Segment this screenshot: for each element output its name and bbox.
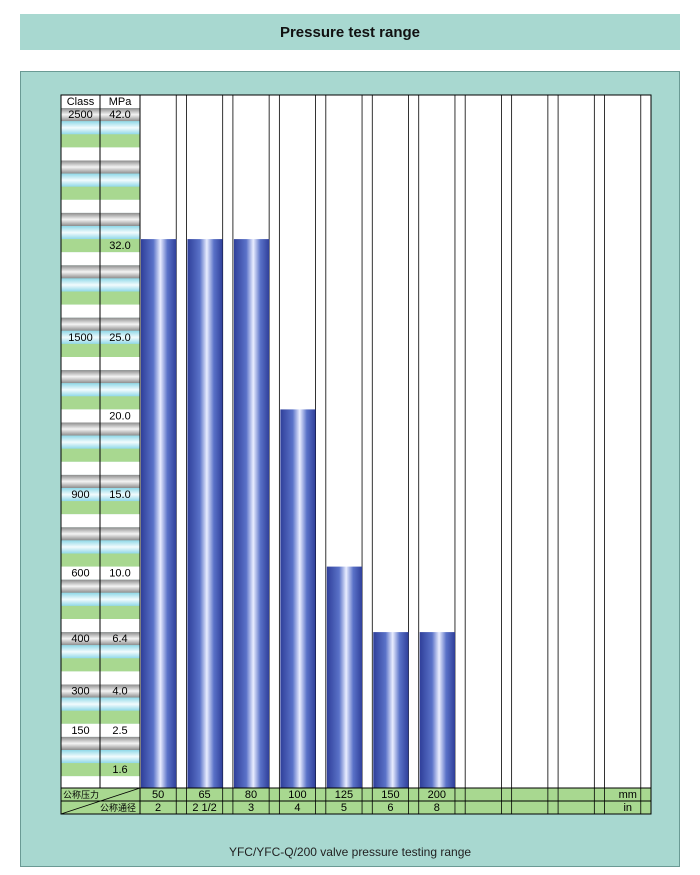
unit-mm: mm	[619, 789, 637, 801]
x-tick-in: 4	[294, 802, 300, 814]
y-tick-class: 150	[71, 725, 89, 737]
y-tick-class: 900	[71, 489, 89, 501]
y-tick-mpa: 32.0	[109, 240, 130, 252]
row-label-pressure: 公称压力	[63, 789, 99, 800]
y-tick-mpa: 6.4	[112, 633, 127, 645]
x-tick-mm: 150	[381, 789, 399, 801]
axis-stripes	[60, 94, 141, 790]
y-tick-class: 1500	[68, 332, 92, 344]
y-tick-mpa: 20.0	[109, 411, 130, 423]
x-tick-mm: 50	[152, 789, 164, 801]
bar	[419, 632, 455, 788]
bar	[233, 239, 270, 789]
y-tick-mpa: 42.0	[109, 109, 130, 121]
y-tick-class: 300	[71, 686, 89, 698]
y-header-unit: MPa	[109, 96, 133, 108]
bar	[141, 239, 177, 789]
x-tick-in: 3	[248, 802, 254, 814]
x-tick-mm: 125	[335, 789, 353, 801]
bar	[187, 239, 223, 789]
row-label-diameter: 公称通径	[100, 802, 136, 813]
y-tick-mpa: 2.5	[112, 725, 127, 737]
x-tick-in: 2	[155, 802, 161, 814]
chart-title: Pressure test range	[279, 23, 421, 41]
bars-group	[141, 239, 455, 789]
x-tick-in: 8	[434, 802, 440, 814]
x-tick-mm: 80	[245, 789, 257, 801]
x-tick-in: 2 1/2	[192, 802, 216, 814]
unit-in: in	[623, 802, 632, 814]
y-tick-class: 2500	[68, 109, 92, 121]
chart-title-bar: Pressure test range	[20, 14, 680, 50]
bar	[373, 632, 409, 788]
y-tick-mpa: 15.0	[109, 489, 130, 501]
y-tick-class: 600	[71, 568, 89, 580]
y-tick-mpa: 25.0	[109, 332, 130, 344]
chart-caption: YFC/YFC-Q/200 valve pressure testing ran…	[228, 845, 472, 859]
y-tick-mpa: 10.0	[109, 568, 130, 580]
y-header-class: Class	[67, 96, 95, 108]
bottom-diagonal	[60, 787, 141, 815]
x-tick-mm: 100	[288, 789, 306, 801]
x-tick-in: 6	[387, 802, 393, 814]
bar	[280, 409, 316, 788]
y-tick-class: 400	[71, 633, 89, 645]
x-tick-mm: 200	[428, 789, 446, 801]
y-tick-mpa: 4.0	[112, 686, 127, 698]
x-tick-mm: 65	[198, 789, 210, 801]
x-tick-in: 5	[341, 802, 347, 814]
bar	[326, 566, 363, 788]
y-tick-mpa: 1.6	[112, 764, 127, 776]
